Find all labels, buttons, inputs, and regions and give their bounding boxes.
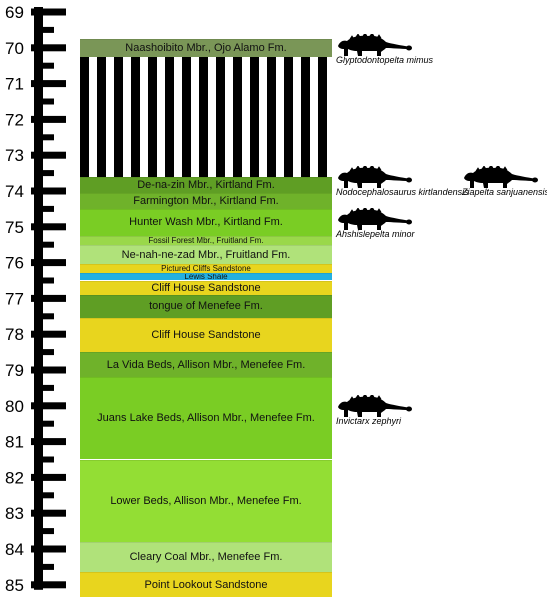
taxon-name: Ziapelta sanjuanensis xyxy=(462,187,547,197)
stratigraphic-unit: Juans Lake Beds, Allison Mbr., Menefee F… xyxy=(80,377,332,460)
axis-tick-label: 75 xyxy=(5,218,24,237)
axis-tick xyxy=(31,509,66,517)
axis-minor-tick xyxy=(38,492,54,499)
axis-tick-label: 74 xyxy=(5,182,24,201)
axis-tick xyxy=(31,366,66,374)
axis-tick xyxy=(31,151,66,159)
stratigraphic-unit: Lower Beds, Allison Mbr., Menefee Fm. xyxy=(80,459,332,542)
unit-label: Lower Beds, Allison Mbr., Menefee Fm. xyxy=(110,494,302,507)
unit-label: Cleary Coal Mbr., Menefee Fm. xyxy=(129,551,283,564)
axis-tick-label: 77 xyxy=(5,289,24,308)
unit-label: Naashoibito Mbr., Ojo Alamo Fm. xyxy=(125,41,287,54)
axis-tick xyxy=(31,330,66,338)
stratigraphic-unit: tongue of Menefee Fm. xyxy=(80,294,332,319)
unit-label: Juans Lake Beds, Allison Mbr., Menefee F… xyxy=(97,412,315,425)
ankylosaur-silhouette-icon xyxy=(337,164,413,189)
unit-label: Hunter Wash Mbr., Kirtland Fm. xyxy=(129,216,283,229)
axis-minor-tick xyxy=(38,241,54,248)
taxon-invictarx: Invictarx zephyri xyxy=(336,393,413,426)
axis-tick-label: 72 xyxy=(5,110,24,129)
taxon-name: Glyptodontopelta mimus xyxy=(336,55,434,65)
axis-tick xyxy=(31,294,66,302)
axis-tick xyxy=(31,545,66,553)
axis-minor-tick xyxy=(38,420,54,427)
unit-label: tongue of Menefee Fm. xyxy=(149,300,263,313)
taxon-name: Nodocephalosaurus kirtlandensis xyxy=(336,187,469,197)
unit-label: Cliff House Sandstone xyxy=(151,281,261,294)
axis-tick xyxy=(31,115,66,123)
axis-tick-label: 82 xyxy=(5,468,24,487)
axis-minor-tick xyxy=(38,205,54,212)
axis-tick xyxy=(31,8,66,16)
ankylosaur-silhouette-icon xyxy=(337,206,413,231)
axis-minor-tick xyxy=(38,563,54,570)
axis-tick xyxy=(31,402,66,410)
axis-tick-label: 70 xyxy=(5,39,24,58)
axis-minor-tick xyxy=(38,170,54,177)
axis-tick-label: 81 xyxy=(5,433,24,452)
axis-minor-tick xyxy=(38,134,54,141)
unit-label: Pictured Cliffs Sandstone xyxy=(161,264,251,274)
stratigraphic-unit: Pictured Cliffs Sandstone xyxy=(80,264,332,274)
unit-label: Point Lookout Sandstone xyxy=(144,578,268,591)
stratigraphic-unit: Cleary Coal Mbr., Menefee Fm. xyxy=(80,541,332,573)
unit-label: De-na-zin Mbr., Kirtland Fm. xyxy=(137,178,275,191)
axis-minor-tick xyxy=(38,528,54,535)
axis-minor-tick xyxy=(38,62,54,69)
unit-label: Ne-nah-ne-zad Mbr., Fruitland Fm. xyxy=(121,248,291,261)
taxon-name: Ahshislepelta minor xyxy=(336,229,415,239)
axis-tick-label: 71 xyxy=(5,75,24,94)
stratigraphic-unit: La Vida Beds, Allison Mbr., Menefee Fm. xyxy=(80,352,332,378)
stratigraphic-unit: Farmington Mbr., Kirtland Fm. xyxy=(80,192,332,209)
stratigraphic-unit: Fossil Forest Mbr., Fruitland Fm. xyxy=(80,235,332,245)
axis-tick-label: 84 xyxy=(5,540,24,559)
taxon-ziapelta: Ziapelta sanjuanensis xyxy=(462,164,547,197)
axis-tick-label: 85 xyxy=(5,576,24,595)
axis-tick-label: 83 xyxy=(5,504,24,523)
unit-label: Fossil Forest Mbr., Fruitland Fm. xyxy=(148,235,264,245)
axis-tick-label: 69 xyxy=(5,3,24,22)
axis-tick xyxy=(31,80,66,88)
stratigraphic-unit: Naashoibito Mbr., Ojo Alamo Fm. xyxy=(80,38,332,57)
axis-minor-tick xyxy=(38,456,54,463)
axis-tick-label: 76 xyxy=(5,254,24,273)
unit-label: La Vida Beds, Allison Mbr., Menefee Fm. xyxy=(106,358,306,371)
taxon-glyptodontopelta: Glyptodontopelta mimus xyxy=(336,32,433,65)
axis-tick xyxy=(31,44,66,52)
axis-tick xyxy=(31,259,66,267)
axis-tick xyxy=(31,581,66,589)
axis-tick xyxy=(31,473,66,481)
axis-tick-label: 73 xyxy=(5,146,24,165)
unit-label: Cliff House Sandstone xyxy=(151,329,261,342)
stratigraphic-unit: Cliff House Sandstone xyxy=(80,318,332,353)
hiatus-hatched-unit xyxy=(80,56,332,177)
stratigraphic-unit: Lewis Shale xyxy=(80,273,332,281)
ankylosaur-silhouette-icon xyxy=(463,164,539,189)
axis-tick xyxy=(31,438,66,446)
ankylosaur-silhouette-icon xyxy=(337,393,413,418)
stratigraphic-unit: De-na-zin Mbr., Kirtland Fm. xyxy=(80,176,332,193)
unit-label: Lewis Shale xyxy=(184,273,228,281)
unit-label: Farmington Mbr., Kirtland Fm. xyxy=(133,194,279,207)
taxon-ahshislepelta: Ahshislepelta minor xyxy=(336,206,415,239)
axis-tick-label: 79 xyxy=(5,361,24,380)
axis-tick xyxy=(31,187,66,195)
axis-minor-tick xyxy=(38,349,54,356)
axis-tick-label: 78 xyxy=(5,325,24,344)
stratigraphic-unit: Point Lookout Sandstone xyxy=(80,572,332,598)
axis-minor-tick xyxy=(38,26,54,33)
axis-minor-tick xyxy=(38,277,54,284)
axis-tick-label: 80 xyxy=(5,397,24,416)
taxon-name: Invictarx zephyri xyxy=(336,416,402,426)
axis-minor-tick xyxy=(38,98,54,105)
stratigraphic-unit: Ne-nah-ne-zad Mbr., Fruitland Fm. xyxy=(80,244,332,265)
axis-tick xyxy=(31,223,66,231)
taxon-nodocephalosaurus: Nodocephalosaurus kirtlandensis xyxy=(336,164,469,197)
stratigraphic-unit: Hunter Wash Mbr., Kirtland Fm. xyxy=(80,208,332,236)
axis-minor-tick xyxy=(38,313,54,320)
axis-minor-tick xyxy=(38,384,54,391)
stratigraphic-unit: Cliff House Sandstone xyxy=(80,280,332,295)
ankylosaur-silhouette-icon xyxy=(337,32,413,57)
